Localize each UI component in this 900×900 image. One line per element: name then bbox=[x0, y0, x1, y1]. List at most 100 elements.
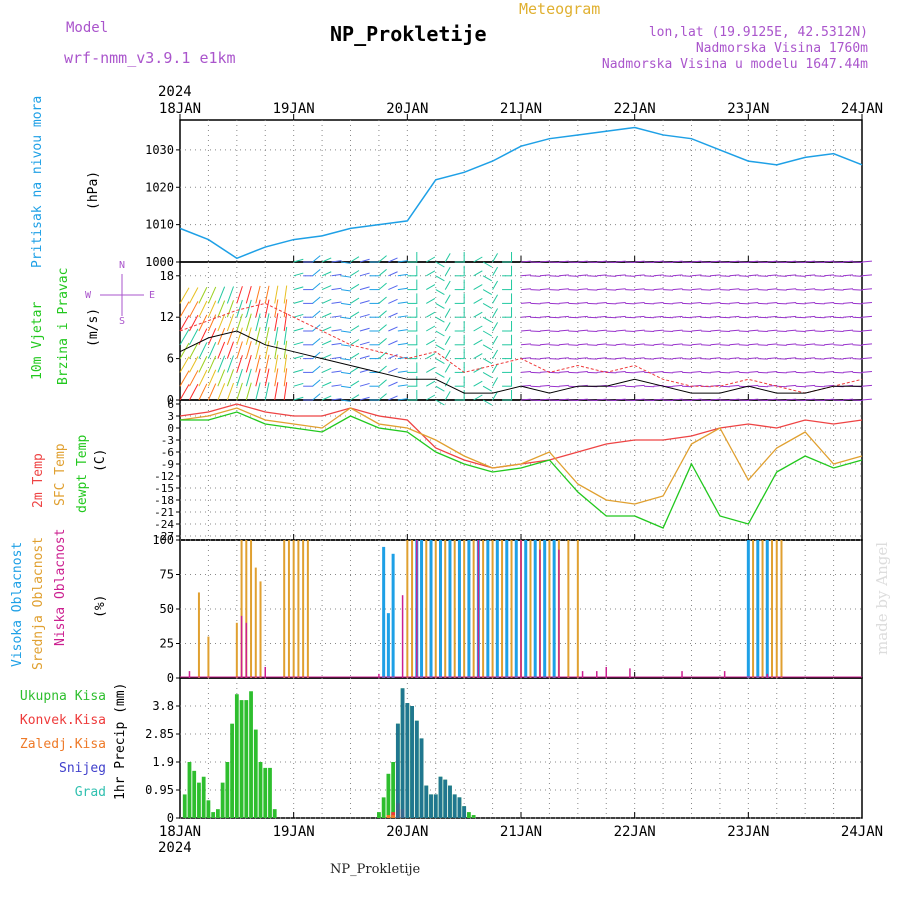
cloud-mid-bar bbox=[411, 540, 414, 678]
wind-arrow bbox=[274, 285, 279, 304]
pressure-ytick-label: 1030 bbox=[145, 143, 174, 157]
temp-ytick-label: -12 bbox=[154, 470, 174, 483]
x-tick-label-bottom: 24JAN bbox=[841, 824, 883, 840]
cloud-high-bar bbox=[420, 540, 424, 678]
wind-arrow bbox=[805, 398, 816, 401]
wind-arrow bbox=[492, 363, 499, 373]
precip-ytick-label: 3.8 bbox=[152, 699, 174, 713]
wind-arrow bbox=[691, 371, 702, 373]
wind-arrow bbox=[682, 316, 693, 319]
wind-arrow bbox=[663, 330, 674, 333]
wind-arrow bbox=[255, 285, 261, 304]
wind-arrow bbox=[814, 330, 825, 333]
cloud-mid-bar bbox=[254, 567, 257, 678]
wind-arrow bbox=[767, 315, 778, 318]
wind-arrow bbox=[843, 274, 854, 277]
cloud-mid-bar bbox=[250, 540, 253, 678]
wind-arrow bbox=[691, 315, 702, 318]
wind-arrow bbox=[482, 330, 493, 337]
wind-arrow bbox=[473, 270, 483, 277]
wind-arrow bbox=[444, 349, 451, 359]
wind-unit-label: (m/s) bbox=[86, 308, 101, 347]
wind-arrow bbox=[700, 289, 711, 291]
wind-arrow bbox=[321, 271, 332, 277]
wind-arrow bbox=[577, 260, 588, 263]
wind-arrow bbox=[350, 394, 360, 401]
pressure-ytick-label: 1010 bbox=[145, 218, 174, 232]
wind-arrow bbox=[587, 316, 598, 319]
wind-arrow bbox=[378, 324, 387, 332]
wind-arrow bbox=[255, 368, 261, 387]
wind-arrow bbox=[179, 384, 190, 401]
wind-arrow bbox=[824, 260, 835, 263]
compass-south: S bbox=[119, 316, 125, 327]
wind-arrow bbox=[861, 371, 873, 373]
wind-arrow bbox=[663, 399, 674, 402]
wind-arrow bbox=[397, 329, 408, 332]
wind-arrow bbox=[653, 371, 664, 373]
wind-arrow bbox=[606, 261, 617, 264]
wind-arrow bbox=[482, 358, 493, 365]
rain-total-bar bbox=[249, 691, 253, 818]
wind-arrow bbox=[833, 261, 844, 264]
wind-arrow bbox=[226, 327, 234, 345]
wind-arrow bbox=[786, 384, 797, 387]
wind-arrow bbox=[729, 343, 740, 346]
wind-arrow bbox=[283, 285, 288, 304]
wind-arrow bbox=[691, 357, 702, 360]
wind-arrow bbox=[530, 371, 541, 374]
wind-arrow bbox=[663, 371, 674, 374]
rain-total-bar bbox=[187, 762, 192, 818]
wind-arrow bbox=[482, 261, 493, 268]
cloud-mid-bar bbox=[780, 540, 783, 678]
wind-arrow bbox=[283, 382, 288, 401]
wind-arrow bbox=[644, 261, 655, 264]
wind-arrow bbox=[331, 384, 342, 387]
wind-ytick-label: 6 bbox=[167, 352, 174, 366]
wind-arrow bbox=[568, 302, 579, 305]
wind-speed-line bbox=[179, 330, 862, 394]
cloud-high-bar bbox=[505, 540, 509, 678]
wind-arrow bbox=[207, 314, 217, 332]
wind-arrow bbox=[321, 257, 332, 263]
x-tick-label-top: 18JAN bbox=[159, 101, 201, 117]
wind-arrow bbox=[189, 356, 199, 373]
wind-arrow bbox=[189, 314, 199, 332]
wind-arrow bbox=[786, 357, 797, 360]
wind-arrow bbox=[549, 275, 560, 277]
wind-arrow bbox=[700, 330, 711, 333]
wind-arrow bbox=[530, 316, 541, 319]
wind-arrow bbox=[388, 285, 398, 291]
wind-arrow bbox=[245, 368, 252, 387]
wind-arrow bbox=[350, 297, 360, 304]
wind-arrow bbox=[198, 287, 208, 304]
wind-arrow bbox=[606, 302, 617, 305]
wind-arrow bbox=[359, 272, 370, 277]
wind-arrow bbox=[805, 288, 816, 291]
wind-arrow bbox=[217, 355, 226, 373]
wind-arrow bbox=[824, 357, 835, 360]
wind-arrow bbox=[672, 343, 683, 346]
wind-arrow bbox=[179, 287, 190, 304]
wind-arrow bbox=[824, 398, 835, 401]
wind-arrow bbox=[492, 280, 499, 290]
wind-arrow bbox=[198, 300, 208, 318]
wind-arrow bbox=[587, 302, 598, 305]
wind-arrow bbox=[340, 316, 352, 320]
wind-arrow bbox=[492, 335, 499, 346]
cloud-mid-bar bbox=[771, 540, 774, 678]
temp-ytick-label: -18 bbox=[154, 494, 174, 507]
precip-legend-3: Snijeg bbox=[59, 761, 106, 776]
cloud-ytick-label: 50 bbox=[160, 602, 174, 616]
wind-arrow bbox=[663, 316, 674, 319]
wind-arrow bbox=[245, 341, 252, 359]
wind-arrow bbox=[435, 316, 445, 323]
wind-arrow bbox=[350, 366, 360, 373]
wind-arrow bbox=[426, 284, 436, 291]
precip-legend-4: Grad bbox=[75, 785, 106, 800]
compass-west: W bbox=[85, 290, 92, 301]
wind-arrow bbox=[435, 358, 445, 365]
wind-arrow bbox=[606, 344, 617, 346]
wind-arrow bbox=[245, 327, 252, 345]
